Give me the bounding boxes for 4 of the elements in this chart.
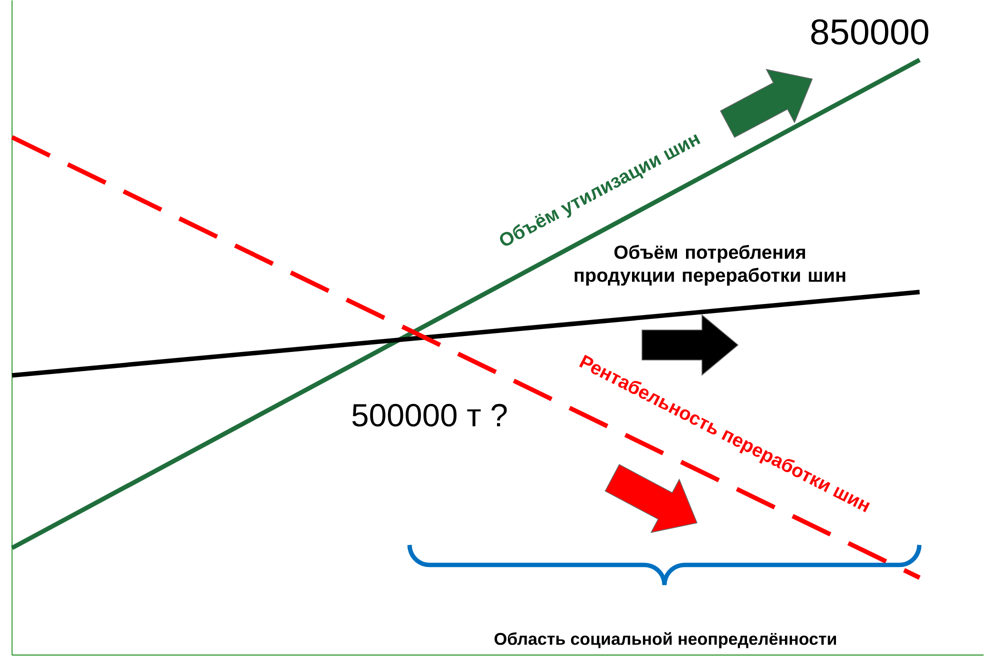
text: 850000 [811,19,928,45]
annotation: Область социальной неопределённости [494,632,836,648]
annotation: 500000 т ? [352,404,507,426]
series-label: Объём потребления продукции переработки шин [574,244,846,286]
